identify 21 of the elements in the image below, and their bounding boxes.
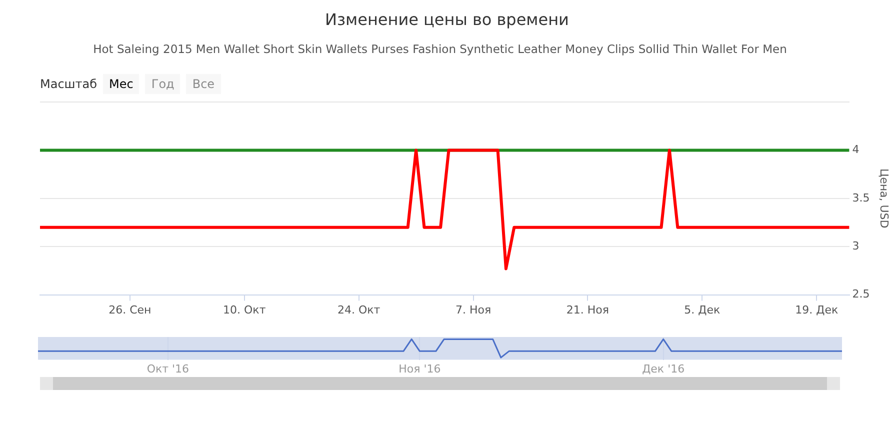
text: Все [186, 74, 221, 94]
y-tick-label: 2.5 [852, 288, 870, 301]
y-tick-label: 3.5 [852, 191, 870, 204]
y-tick-label: 3 [852, 239, 860, 252]
chart-subtitle: Hot Saleing 2015 Men Wallet Short Skin Wallets Purses Fashion Synthetic Leather Money Clips Sollid Thin Wallet For Men [92, 42, 788, 56]
text: Мес [103, 74, 140, 94]
y-axis-title: Цена, USD [878, 168, 891, 228]
text: Масштаб [40, 77, 98, 91]
x-tick-label: 19. Дек [795, 303, 838, 316]
x-tick-label: 10. Окт [223, 303, 266, 316]
x-tick-label: 5. Дек [684, 303, 721, 316]
x-tick-label: 26. Сен [108, 303, 152, 316]
x-tick-label: Дек '16 [642, 362, 685, 376]
x-tick-label: Ноя '16 [398, 362, 441, 376]
x-tick-label: Окт '16 [146, 362, 190, 376]
chart-title: Изменение цены во времени [324, 10, 570, 29]
text: Год [145, 74, 180, 94]
x-tick-label: 7. Ноя [455, 303, 492, 316]
x-tick-label: 21. Ноя [566, 303, 610, 316]
x-tick-label: 24. Окт [337, 303, 381, 316]
y-tick-label: 4 [852, 143, 860, 156]
